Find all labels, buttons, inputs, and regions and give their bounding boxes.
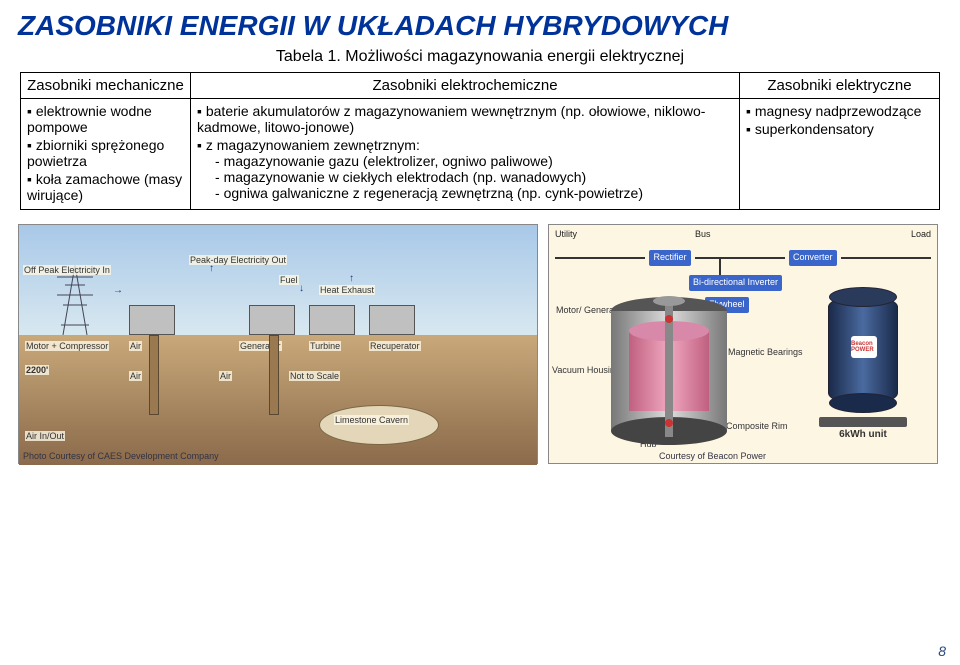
list-item: koła zamachowe (masy wirujące) [27,171,184,203]
turbine-building [309,305,355,335]
label-air: Air [129,341,142,351]
label-offpeak: Off Peak Electricity In [23,265,111,275]
arrow-icon: ↑ [349,273,354,284]
col-header-electrochem: Zasobniki elektrochemiczne [191,73,740,99]
list-item: magazynowanie w ciekłych elektrodach (np… [215,169,733,185]
storage-table: Zasobniki mechaniczne Zasobniki elektroc… [20,72,940,210]
label-air3: Air [219,371,232,381]
label-heat: Heat Exhaust [319,285,375,295]
arrow-icon: ↑ [209,263,214,274]
brand-badge: Beacon POWER [851,336,877,358]
shaft-2 [269,335,279,415]
bd-rectifier: Rectifier [649,250,690,266]
label-utility: Utility [555,229,577,239]
list-item: magnesy nadprzewodzące [746,103,933,119]
generator-building [249,305,295,335]
label-scale: Not to Scale [289,371,340,381]
col-header-mech: Zasobniki mechaniczne [21,73,191,99]
page-title: ZASOBNIKI ENERGII W UKŁADACH HYBRYDOWYCH [0,0,960,44]
list-item: ogniwa galwaniczne z regeneracją zewnętr… [215,185,733,201]
bd-converter: Converter [789,250,837,266]
cavern [319,405,439,445]
label-bus: Bus [695,229,711,239]
label-air2: Air [129,371,142,381]
list-item: z magazynowaniem zewnętrznym: magazynowa… [197,137,733,201]
arrow-icon: → [113,285,123,296]
flywheel-cylinder: Beacon POWER [828,295,898,405]
cell-mech: elektrownie wodne pompowe zbiorniki sprę… [21,99,191,210]
list-item-label: z magazynowaniem zewnętrznym: [206,137,420,153]
page-number: 8 [938,643,946,659]
label-recuperator: Recuperator [369,341,421,351]
unit-base [819,417,907,427]
col-header-electric: Zasobniki elektryczne [740,73,940,99]
label-fuel: Fuel [279,275,299,285]
flywheel-figure: Utility Rectifier Bus Converter Load Bi-… [548,224,938,464]
cell-electrochem: baterie akumulatorów z magazynowaniem we… [191,99,740,210]
flywheel-unit: Beacon POWER 6kWh unit [803,295,923,455]
list-item: zbiorniki sprężonego powietrza [27,137,184,169]
label-depth: 2200' [25,365,49,375]
figures-row: Off Peak Electricity In Peak-day Electri… [0,210,960,464]
table-caption: Tabela 1. Możliwości magazynowania energ… [0,44,960,72]
arrow-icon: ↓ [299,283,304,294]
list-item: elektrownie wodne pompowe [27,103,184,135]
bd-inverter: Bi-directional Inverter [689,275,782,291]
list-item: superkondensatory [746,121,933,137]
compressor-building [129,305,175,335]
caes-figure: Off Peak Electricity In Peak-day Electri… [18,224,538,464]
recuperator-building [369,305,415,335]
pylon-icon [57,265,93,335]
cell-electric: magnesy nadprzewodzące superkondensatory [740,99,940,210]
label-peak: Peak-day Electricity Out [189,255,287,265]
list-item: baterie akumulatorów z magazynowaniem we… [197,103,733,135]
credit-right: Courtesy of Beacon Power [659,451,766,461]
label-motor: Motor + Compressor [25,341,109,351]
label-load: Load [911,229,931,239]
label-unit: 6kWh unit [839,429,887,440]
label-air-inout: Air In/Out [25,431,65,441]
label-cavern: Limestone Cavern [334,415,409,425]
shaft-1 [149,335,159,415]
list-item: magazynowanie gazu (elektrolizer, ogniwo… [215,153,733,169]
label-turbine: Turbine [309,341,341,351]
credit-left: Photo Courtesy of CAES Development Compa… [23,451,219,461]
flywheel-cutaway [569,291,769,459]
